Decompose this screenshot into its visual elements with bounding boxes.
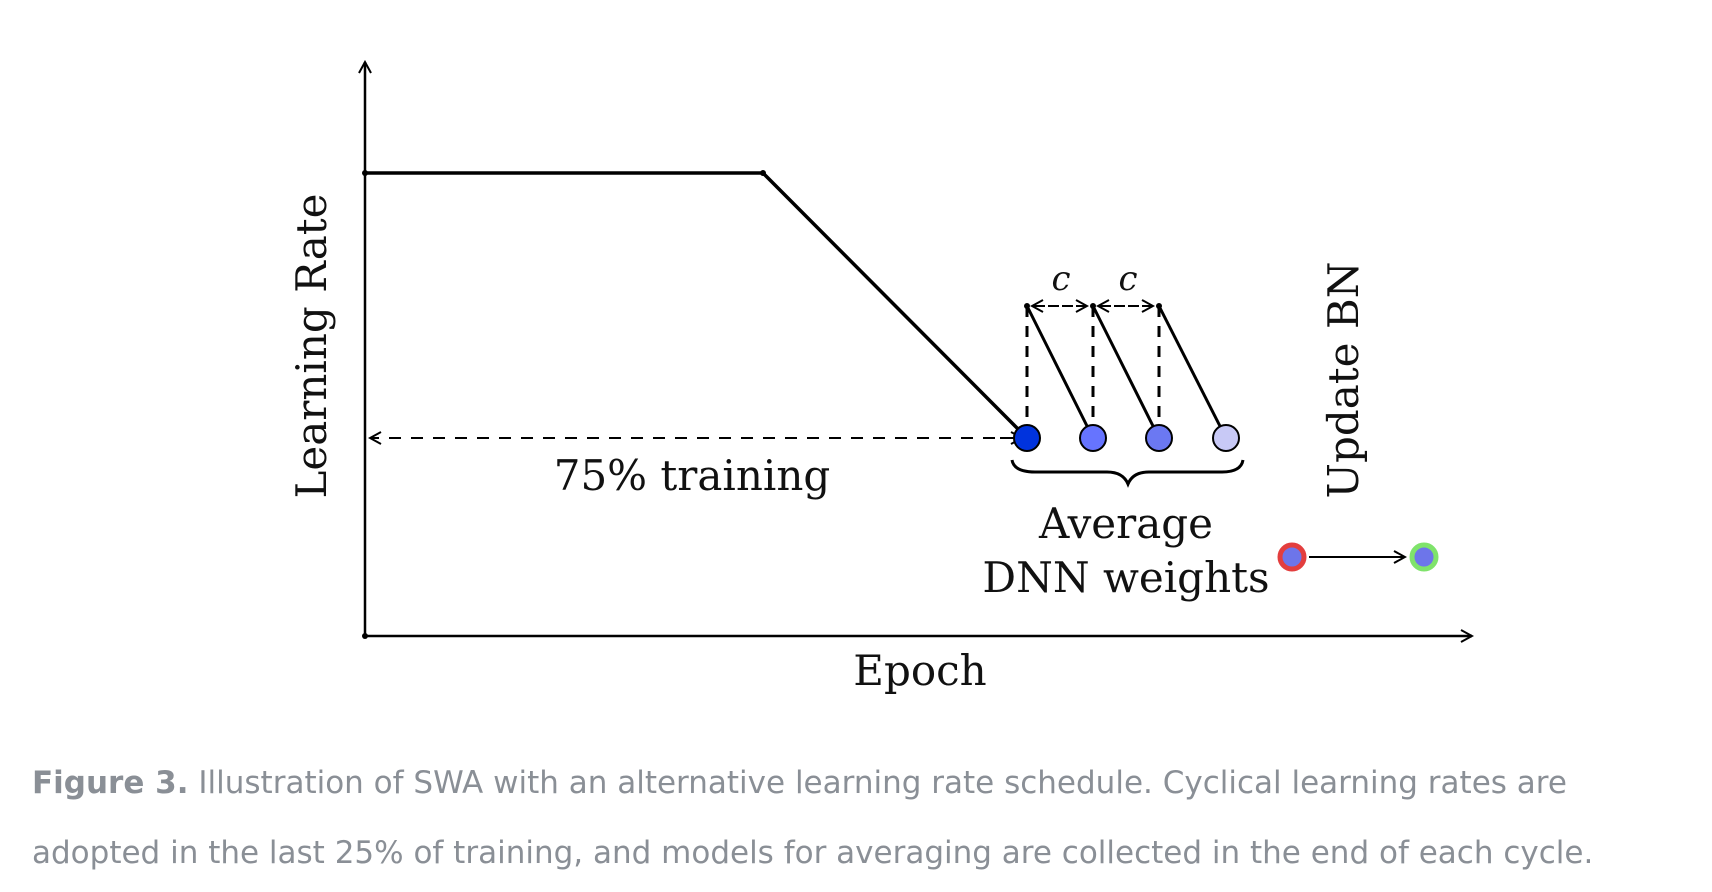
weight-dot-2 — [1079, 424, 1107, 452]
learning-rate-schedule — [365, 171, 1029, 440]
cyclical-learning-rate: c c — [1024, 259, 1228, 439]
cycle-3-line — [1157, 305, 1228, 439]
average-label-line2: DNN weights — [982, 553, 1269, 602]
average-label-line1: Average — [1038, 499, 1213, 548]
updated-weight-dot — [1409, 542, 1439, 572]
update-bn-step: Update BN — [1277, 262, 1439, 572]
cycle-top-dot-2 — [1090, 303, 1096, 309]
figure-caption: Figure 3. Illustration of SWA with an al… — [32, 748, 1692, 888]
figure-caption-text: Illustration of SWA with an alternative … — [32, 765, 1594, 871]
origin-dot — [362, 633, 368, 639]
cycle-label-1: c — [1051, 259, 1070, 299]
averaged-weight-dot — [1277, 542, 1307, 572]
update-bn-label: Update BN — [1319, 262, 1368, 499]
cycle-top-dot-1 — [1024, 303, 1030, 309]
weight-dot-1 — [1013, 424, 1041, 452]
x-axis-label: Epoch — [853, 646, 986, 695]
cycle-top-dot-3 — [1156, 303, 1162, 309]
cycle-2-line — [1091, 305, 1161, 439]
weight-dot-3 — [1145, 424, 1173, 452]
cycle-label-2: c — [1118, 259, 1137, 299]
training-label: 75% training — [554, 451, 831, 500]
figure-caption-label: Figure 3. — [32, 765, 189, 801]
weight-dot-4 — [1212, 424, 1240, 452]
averaging-brace — [1010, 459, 1245, 488]
model-weight-dots — [1013, 424, 1240, 452]
y-axis-label: Learning Rate — [287, 194, 336, 499]
cycle-1-line — [1025, 305, 1095, 439]
